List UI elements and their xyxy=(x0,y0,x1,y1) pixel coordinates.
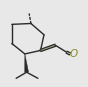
Text: O: O xyxy=(70,49,78,59)
Polygon shape xyxy=(25,54,29,72)
